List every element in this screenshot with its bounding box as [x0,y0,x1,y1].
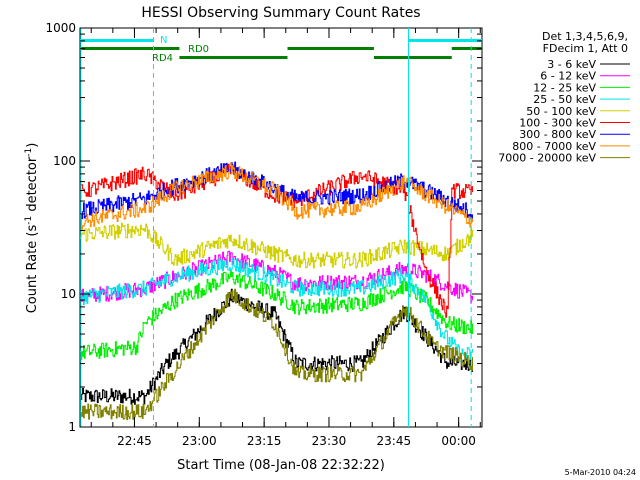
y-axis-label: Count Rate (s-1 detector-1) [24,143,40,314]
x-tick-label: 23:45 [377,434,412,448]
night-bar-1 [408,39,482,42]
y-axis-label-sup1: -1 [24,216,34,225]
plot-area: N RD0 RD4 1 10 100 1000 22:45 23:00 23:15 23:30 23… [45,21,483,448]
series-12-25-kev [80,270,473,361]
rd0-label: RD0 [188,44,209,55]
rd0-bar-1 [287,47,374,50]
series-layer [80,161,473,421]
y-tick-label: 1 [68,420,76,434]
tick-layer: 1 10 100 1000 22:45 23:00 23:15 23:30 23:45 00:00 [45,21,482,448]
legend-label-100-300-kev: 100 - 300 keV [519,117,596,130]
rd4-bar-0 [179,56,288,59]
legend-label-800-7000-kev: 800 - 7000 keV [512,140,596,153]
series-7000-20000-kev [80,288,473,421]
legend-label-25-50-kev: 25 - 50 keV [533,93,596,106]
series-3-6-kev [80,288,473,405]
y-axis-label-mid: detector [25,156,40,216]
x-tick-label: 22:45 [117,434,152,448]
series-50-100-kev [80,222,473,269]
x-axis-label: Start Time (08-Jan-08 22:32:22) [177,458,385,473]
footer-date: 5-Mar-2010 04:24 [565,468,636,477]
legend-header-2: FDecim 1, Att 0 [543,42,628,55]
y-axis-label-end: ) [25,143,40,148]
x-tick-label: 00:00 [441,434,476,448]
series-800-7000-kev [80,162,473,230]
legend-header-1: Det 1,3,4,5,6,9, [542,30,628,43]
y-axis-label-sup2: -1 [24,148,34,157]
plot-frame [79,27,483,428]
legend-label-300-800-kev: 300 - 800 keV [519,128,596,141]
x-tick-label: 23:30 [312,434,347,448]
x-tick-label: 23:00 [182,434,217,448]
y-tick-label: 10 [61,287,76,301]
legend-label-50-100-kev: 50 - 100 keV [526,105,596,118]
rd0-bar-2 [451,47,482,50]
legend-label-6-12-kev: 6 - 12 keV [540,70,596,83]
y-tick-label: 100 [53,154,76,168]
series-25-50-kev [80,257,473,362]
rd0-bar-0 [80,47,180,50]
annotation-layer: N RD0 RD4 [80,28,482,427]
chart-title: HESSI Observing Summary Count Rates [141,5,420,21]
legend-label-3-6-kev: 3 - 6 keV [547,58,596,71]
rd4-bar-1 [373,56,452,59]
y-axis-label-main: Count Rate (s [25,225,40,314]
y-tick-label: 1000 [45,21,76,35]
legend-label-12-25-kev: 12 - 25 keV [533,81,596,94]
legend: Det 1,3,4,5,6,9, FDecim 1, Att 0 3 - 6 k… [498,30,630,165]
legend-label-7000-20000-kev: 7000 - 20000 keV [498,152,596,165]
rd4-label: RD4 [152,53,173,64]
x-tick-label: 23:15 [247,434,282,448]
night-bar-0 [80,39,154,42]
night-label: N [160,35,167,46]
